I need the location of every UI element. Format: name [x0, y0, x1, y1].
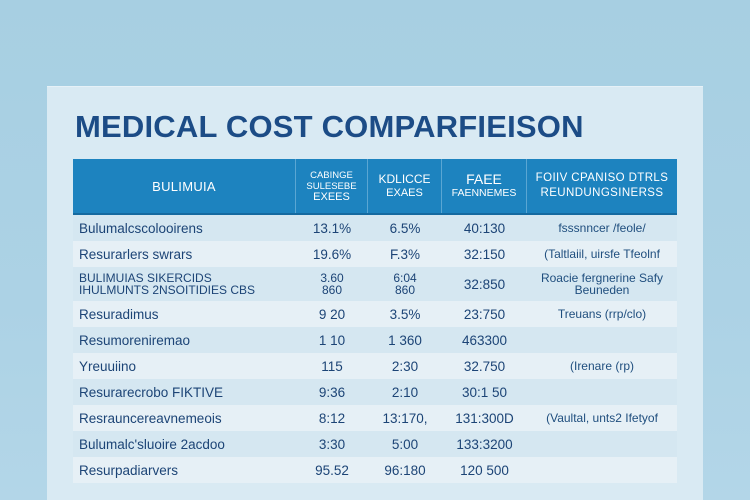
row-value-col-3: 2:10	[391, 384, 419, 400]
row-value-col-2: 9 20	[318, 306, 346, 322]
row-value-col-3: 6:04 860	[368, 272, 442, 296]
table-row: Resuradimus 9 20 3.5% 23:750 Treuans (rr…	[73, 301, 677, 327]
row-label: Bulumalc'sluoire 2acdoo	[79, 436, 225, 452]
header-col-2-line-1: CABINGE	[310, 169, 353, 181]
row-value-col-4: 32.750	[463, 358, 506, 374]
table-row: Resurarlers swrars 19.6% F.3% 32:150 (Ta…	[73, 241, 677, 267]
row-label: BULIMUIAS SIKERCIDS IHULMUNTS 2NSOITIDIE…	[73, 272, 296, 296]
header-col-2-line-2: SULESEBE	[306, 180, 357, 192]
row-value-col-3-line-1: 6:04	[393, 272, 417, 285]
row-value-col-4: 463300	[461, 332, 508, 348]
header-col-4-line-2: FAENNEMES	[451, 187, 517, 199]
header-col-3-line-2: EXAES	[386, 187, 423, 199]
row-value-col-3: 2:30	[391, 358, 419, 374]
cost-comparison-table: BULIMUIA CABINGE SULESEBE EXEES KDLICCE …	[73, 159, 677, 483]
row-label: Resuradimus	[79, 306, 159, 322]
table-row: Bulumalcscolooirens 13.1% 6.5% 40:130 fs…	[73, 215, 677, 241]
row-label: Resrauncereavnemeois	[79, 410, 222, 426]
table-row: Bulumalc'sluoire 2acdoo 3:30 5:00 133:32…	[73, 431, 677, 457]
table-row: Resrauncereavnemeois 8:12 13:170, 131:30…	[73, 405, 677, 431]
row-label: Yreuuiino	[79, 358, 137, 374]
row-value-col-2: 8:12	[318, 410, 346, 426]
row-value-col-2: 13.1%	[312, 220, 352, 236]
row-label: Resumoreniremao	[79, 332, 191, 348]
table-body: Bulumalcscolooirens 13.1% 6.5% 40:130 fs…	[73, 215, 677, 483]
row-value-col-4: 131:300D	[455, 410, 514, 426]
row-value-col-4: 32:850	[463, 276, 506, 292]
row-note: Treuans (rrp/clo)	[557, 307, 647, 321]
row-value-col-2: 115	[321, 358, 343, 374]
row-value-col-2: 19.6%	[312, 246, 352, 262]
row-value-col-3-line-2: 860	[394, 283, 416, 296]
row-value-col-4: 133:3200	[456, 436, 513, 452]
row-value-col-3: F.3%	[389, 246, 420, 262]
table-row: BULIMUIAS SIKERCIDS IHULMUNTS 2NSOITIDIE…	[73, 267, 677, 301]
row-value-col-2-line-2: 860	[321, 283, 343, 296]
row-value-col-3: 1 360	[388, 332, 422, 348]
row-label: Resurarlers swrars	[79, 246, 193, 262]
row-label: Resurarecrobo FIKTIVE	[79, 384, 224, 400]
header-col-5-line-2: REUNDUNGSINERSS	[540, 187, 664, 199]
row-value-col-2: 95.52	[315, 462, 349, 478]
table-header: BULIMUIA CABINGE SULESEBE EXEES KDLICCE …	[73, 159, 677, 215]
page-title: MEDICAL COST COMPARFIEISON	[75, 109, 584, 144]
table-row: Resumoreniremao 1 10 1 360 463300	[73, 327, 677, 353]
header-col-1: BULIMUIA	[73, 159, 296, 213]
row-note: (Vaultal, unts2 Ifetyof	[546, 411, 658, 425]
table-row: Resurarecrobo FIKTIVE 9:36 2:10 30:1 50	[73, 379, 677, 405]
header-col-2-line-3: EXEES	[313, 190, 350, 203]
row-label: Bulumalcscolooirens	[79, 220, 203, 236]
header-col-4-line-1: FAEE	[466, 171, 502, 187]
row-value-col-2: 3.60 860	[296, 272, 368, 296]
row-note: fsssnncer /feole/	[558, 221, 646, 235]
row-value-col-4: 120 500	[460, 462, 509, 478]
row-note: (Taltlaiil, uirsfe Tfeolnf	[544, 247, 660, 261]
row-value-col-3: 3.5%	[389, 306, 421, 322]
table-row: Resurpadiarvers 95.52 96:180 120 500	[73, 457, 677, 483]
header-col-3: KDLICCE EXAES	[368, 159, 442, 213]
row-note: Roacie fergnerine Safy Beuneden	[527, 272, 677, 296]
row-value-col-2: 1 10	[318, 332, 346, 348]
row-value-col-2: 9:36	[318, 384, 346, 400]
header-col-5: FOIIV CPANISO DTRLS REUNDUNGSINERSS	[527, 159, 677, 213]
comparison-card: MEDICAL COST COMPARFIEISON BULIMUIA CABI…	[47, 86, 703, 500]
row-note-line-2: Beuneden	[574, 283, 630, 296]
row-value-col-4: 23:750	[463, 306, 506, 322]
row-value-col-4: 30:1 50	[461, 384, 508, 400]
row-value-col-2-line-1: 3.60	[320, 272, 344, 285]
row-value-col-2: 3:30	[318, 436, 346, 452]
header-col-4: FAEE FAENNEMES	[442, 159, 527, 213]
header-col-5-line-1: FOIIV CPANISO DTRLS	[535, 172, 669, 184]
header-col-3-line-1: KDLICCE	[378, 172, 431, 186]
row-label-line-2: IHULMUNTS 2NSOITIDIES CBS	[79, 283, 256, 296]
row-value-col-4: 40:130	[463, 220, 506, 236]
row-value-col-3: 5:00	[391, 436, 419, 452]
row-value-col-3: 6.5%	[389, 220, 421, 236]
row-label-line-1: BULIMUIAS SIKERCIDS	[79, 272, 212, 285]
row-value-col-3: 13:170,	[382, 410, 428, 426]
header-col-2: CABINGE SULESEBE EXEES	[296, 159, 368, 213]
row-label: Resurpadiarvers	[79, 462, 179, 478]
table-row: Yreuuiino 115 2:30 32.750 (Irenare (rp)	[73, 353, 677, 379]
row-value-col-4: 32:150	[463, 246, 506, 262]
row-note: (Irenare (rp)	[569, 359, 634, 373]
row-note-line-1: Roacie fergnerine Safy	[540, 272, 664, 285]
row-value-col-3: 96:180	[384, 462, 426, 478]
